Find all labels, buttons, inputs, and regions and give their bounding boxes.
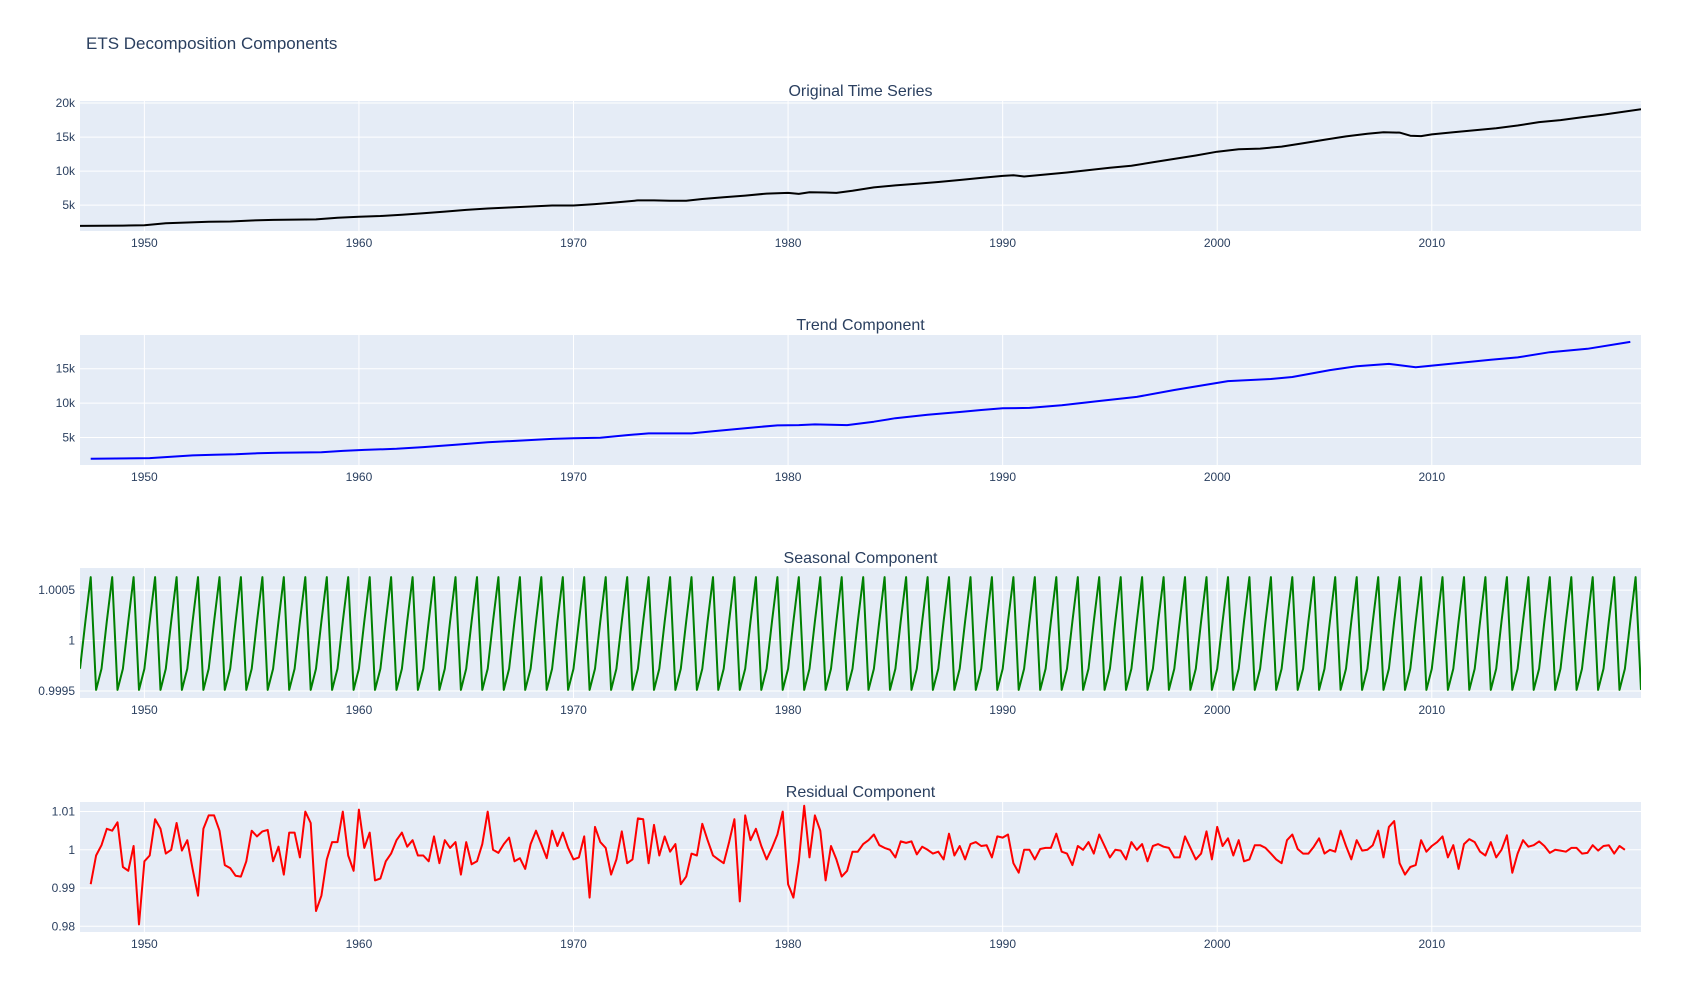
trend-panel: 1950 1960 1970 1980 1990 2000 2010 5k 10k 15k Tren…	[56, 317, 1641, 484]
original-x-tick-label: 2010	[1418, 236, 1445, 250]
original-x-tick-label: 1980	[775, 236, 802, 250]
seasonal-y-tick-label: 1	[68, 634, 75, 648]
residual-y-tick-label: 1.01	[52, 805, 76, 819]
residual-y-tick-label: 0.98	[52, 919, 76, 933]
residual-y-tick-label: 1	[68, 843, 75, 857]
trend-plot-area	[80, 335, 1641, 465]
original-x-tick-label: 1960	[346, 236, 373, 250]
residual-title: Residual Component	[786, 784, 936, 801]
original-title: Original Time Series	[788, 83, 932, 100]
seasonal-x-tick-label: 2010	[1418, 703, 1445, 717]
trend-x-tick-label: 1990	[989, 470, 1016, 484]
trend-y-tick-label: 5k	[62, 430, 76, 444]
residual-x-tick-label: 1980	[775, 937, 802, 951]
residual-y-tick-label: 0.99	[52, 881, 76, 895]
original-y-tick-label: 10k	[56, 164, 76, 178]
trend-title: Trend Component	[796, 317, 925, 334]
original-y-tick-label: 20k	[56, 96, 76, 110]
original-y-tick-label: 15k	[56, 130, 76, 144]
seasonal-series-line	[80, 576, 1641, 691]
residual-x-tick-label: 1950	[131, 937, 158, 951]
original-y-tick-label: 5k	[62, 198, 76, 212]
seasonal-x-tick-label: 1980	[775, 703, 802, 717]
original-plot-area	[80, 101, 1641, 231]
seasonal-x-tick-label: 1990	[989, 703, 1016, 717]
trend-x-tick-label: 1980	[775, 470, 802, 484]
original-x-tick-label: 1950	[131, 236, 158, 250]
trend-y-tick-label: 10k	[56, 396, 76, 410]
seasonal-x-tick-label: 1970	[560, 703, 587, 717]
trend-x-tick-label: 2010	[1418, 470, 1445, 484]
seasonal-x-tick-label: 2000	[1204, 703, 1231, 717]
residual-series-line	[89, 804, 1626, 926]
residual-x-tick-label: 1970	[560, 937, 587, 951]
seasonal-y-tick-label: 1.0005	[38, 583, 75, 597]
original-x-tick-label: 1970	[560, 236, 587, 250]
residual-x-tick-label: 2000	[1204, 937, 1231, 951]
seasonal-title: Seasonal Component	[784, 550, 938, 567]
trend-x-tick-label: 2000	[1204, 470, 1231, 484]
seasonal-x-tick-label: 1950	[131, 703, 158, 717]
original-panel: 1950 1960 1970 1980 1990 2000 2010 5k 10k 15k 20k O…	[56, 83, 1641, 250]
figure-title: ETS Decomposition Components	[86, 34, 338, 53]
original-x-tick-label: 1990	[989, 236, 1016, 250]
residual-x-tick-label: 1960	[346, 937, 373, 951]
trend-x-tick-label: 1970	[560, 470, 587, 484]
residual-x-tick-label: 2010	[1418, 937, 1445, 951]
trend-x-tick-label: 1950	[131, 470, 158, 484]
seasonal-x-tick-label: 1960	[346, 703, 373, 717]
seasonal-panel: 1950 1960 1970 1980 1990 2000 2010 0.9995 1 1.000…	[38, 550, 1641, 717]
residual-panel: 1950 1960 1970 1980 1990 2000 2010 0.98 0.99 1 1.0…	[52, 784, 1641, 951]
trend-x-tick-label: 1960	[346, 470, 373, 484]
trend-series-line	[90, 340, 1631, 460]
original-x-tick-label: 2000	[1204, 236, 1231, 250]
seasonal-y-tick-label: 0.9995	[38, 684, 75, 698]
residual-x-tick-label: 1990	[989, 937, 1016, 951]
original-series-line	[80, 108, 1641, 227]
trend-y-tick-label: 15k	[56, 362, 76, 376]
